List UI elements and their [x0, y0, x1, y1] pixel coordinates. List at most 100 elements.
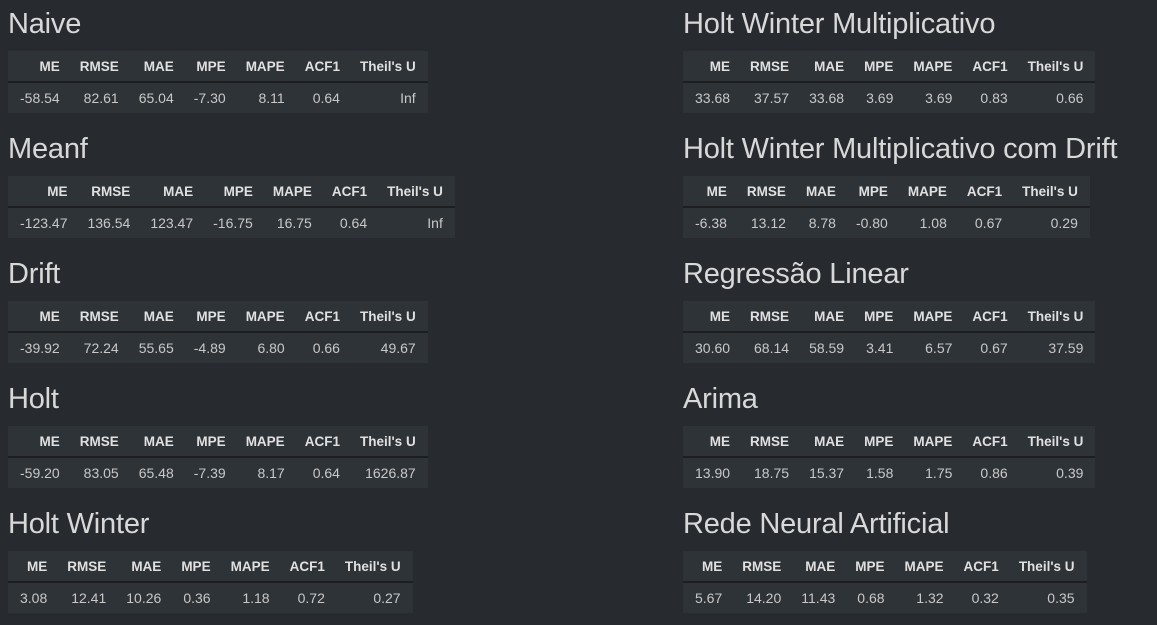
cell-rmse: 82.61	[59, 82, 119, 113]
column-header-theils-u: Theil's U	[1007, 301, 1096, 333]
column-header-mae: MAE	[106, 551, 162, 583]
cell-mpe: 1.58	[844, 457, 894, 488]
column-header-theils-u: Theil's U	[1002, 176, 1090, 208]
cell-acf1: 0.67	[952, 332, 1008, 363]
cell-mpe: 0.36	[161, 582, 211, 613]
cell-me: -59.20	[8, 457, 60, 488]
model-title: Regressão Linear	[683, 258, 909, 290]
cell-mae: 33.68	[789, 82, 845, 113]
cell-mae: 123.47	[130, 207, 194, 238]
header-row: ME RMSE MAE MPE MAPE ACF1 Theil's U	[683, 551, 1087, 583]
cell-rmse: 136.54	[67, 207, 131, 238]
metrics-table: ME RMSE MAE MPE MAPE ACF1 Theil's U 13.90 18.75 1…	[683, 426, 1096, 488]
metrics-table: ME RMSE MAE MPE MAPE ACF1 Theil's U -6.38 13.12 8…	[683, 176, 1090, 238]
cell-mae: 65.48	[118, 457, 174, 488]
column-header-acf1: ACF1	[284, 426, 340, 458]
cell-mpe: -16.75	[193, 207, 253, 238]
cell-me: -6.38	[683, 207, 727, 238]
model-title: Naive	[8, 8, 82, 40]
cell-rmse: 14.20	[722, 582, 782, 613]
column-header-mpe: MPE	[193, 176, 253, 208]
column-header-mape: MAPE	[210, 551, 270, 583]
table-row: -6.38 13.12 8.78 -0.80 1.08 0.67 0.29	[683, 207, 1090, 238]
model-title: Holt	[8, 383, 59, 415]
cell-mape: 16.75	[252, 207, 312, 238]
column-header-mape: MAPE	[884, 551, 944, 583]
cell-mpe: -0.80	[835, 207, 888, 238]
column-header-rmse: RMSE	[730, 301, 790, 333]
column-header-rmse: RMSE	[726, 176, 786, 208]
column-header-mae: MAE	[118, 301, 174, 333]
header-row: ME RMSE MAE MPE MAPE ACF1 Theil's U	[683, 176, 1090, 208]
model-title: Arima	[683, 383, 758, 415]
column-header-mpe: MPE	[835, 551, 885, 583]
cell-acf1: 0.64	[284, 457, 340, 488]
header-row: ME RMSE MAE MPE MAPE ACF1 Theil's U	[683, 426, 1096, 458]
cell-rmse: 18.75	[730, 457, 790, 488]
column-header-mape: MAPE	[225, 301, 285, 333]
cell-mae: 65.04	[118, 82, 174, 113]
header-row: ME RMSE MAE MPE MAPE ACF1 Theil's U	[683, 51, 1096, 83]
table-row: 3.08 12.41 10.26 0.36 1.18 0.72 0.27	[8, 582, 413, 613]
column-header-me: ME	[683, 426, 731, 458]
column-header-rmse: RMSE	[67, 176, 131, 208]
cell-mae: 15.37	[789, 457, 845, 488]
cell-acf1: 0.66	[284, 332, 340, 363]
column-header-me: ME	[8, 51, 60, 83]
model-title: Drift	[8, 258, 61, 290]
column-header-acf1: ACF1	[946, 176, 1003, 208]
column-header-theils-u: Theil's U	[1007, 51, 1096, 83]
column-header-me: ME	[683, 301, 731, 333]
cell-me: 5.67	[683, 582, 723, 613]
cell-mape: 1.18	[210, 582, 270, 613]
cell-rmse: 68.14	[730, 332, 790, 363]
metrics-table: ME RMSE MAE MPE MAPE ACF1 Theil's U -123.47 136.…	[8, 176, 455, 238]
cell-mape: 1.75	[893, 457, 953, 488]
column-header-mae: MAE	[118, 426, 174, 458]
column-header-rmse: RMSE	[59, 426, 119, 458]
table-row: 30.60 68.14 58.59 3.41 6.57 0.67 37.59	[683, 332, 1096, 363]
column-header-me: ME	[683, 176, 727, 208]
column-header-mpe: MPE	[161, 551, 211, 583]
column-header-rmse: RMSE	[59, 51, 119, 83]
column-header-mpe: MPE	[844, 426, 894, 458]
column-header-mpe: MPE	[835, 176, 888, 208]
table-row: -59.20 83.05 65.48 -7.39 8.17 0.64 1626.87	[8, 457, 428, 488]
cell-theils-u: 49.67	[339, 332, 428, 363]
cell-mpe: 0.68	[835, 582, 885, 613]
cell-me: -123.47	[8, 207, 68, 238]
cell-mpe: 3.69	[844, 82, 894, 113]
column-header-theils-u: Theil's U	[998, 551, 1087, 583]
column-header-mae: MAE	[785, 176, 836, 208]
cell-theils-u: 1626.87	[339, 457, 428, 488]
cell-mae: 55.65	[118, 332, 174, 363]
column-header-rmse: RMSE	[47, 551, 107, 583]
column-header-theils-u: Theil's U	[367, 176, 455, 208]
column-header-me: ME	[8, 301, 60, 333]
cell-theils-u: 37.59	[1007, 332, 1096, 363]
cell-acf1: 0.32	[943, 582, 999, 613]
table-row: -123.47 136.54 123.47 -16.75 16.75 0.64 Inf	[8, 207, 455, 238]
column-header-me: ME	[8, 426, 60, 458]
column-header-acf1: ACF1	[952, 51, 1008, 83]
column-header-mae: MAE	[781, 551, 836, 583]
cell-mape: 6.57	[893, 332, 953, 363]
column-header-me: ME	[8, 551, 48, 583]
cell-theils-u: Inf	[367, 207, 455, 238]
cell-mape: 1.32	[884, 582, 944, 613]
cell-theils-u: 0.66	[1007, 82, 1096, 113]
column-header-rmse: RMSE	[730, 426, 790, 458]
column-header-acf1: ACF1	[952, 426, 1008, 458]
header-row: ME RMSE MAE MPE MAPE ACF1 Theil's U	[8, 551, 413, 583]
cell-rmse: 13.12	[726, 207, 786, 238]
cell-mpe: -7.30	[173, 82, 226, 113]
cell-mape: 6.80	[225, 332, 285, 363]
column-header-mape: MAPE	[252, 176, 312, 208]
cell-me: 13.90	[683, 457, 731, 488]
model-title: Meanf	[8, 133, 88, 165]
column-header-theils-u: Theil's U	[339, 51, 428, 83]
column-header-theils-u: Theil's U	[339, 426, 428, 458]
column-header-theils-u: Theil's U	[1007, 426, 1096, 458]
cell-me: 30.60	[683, 332, 731, 363]
